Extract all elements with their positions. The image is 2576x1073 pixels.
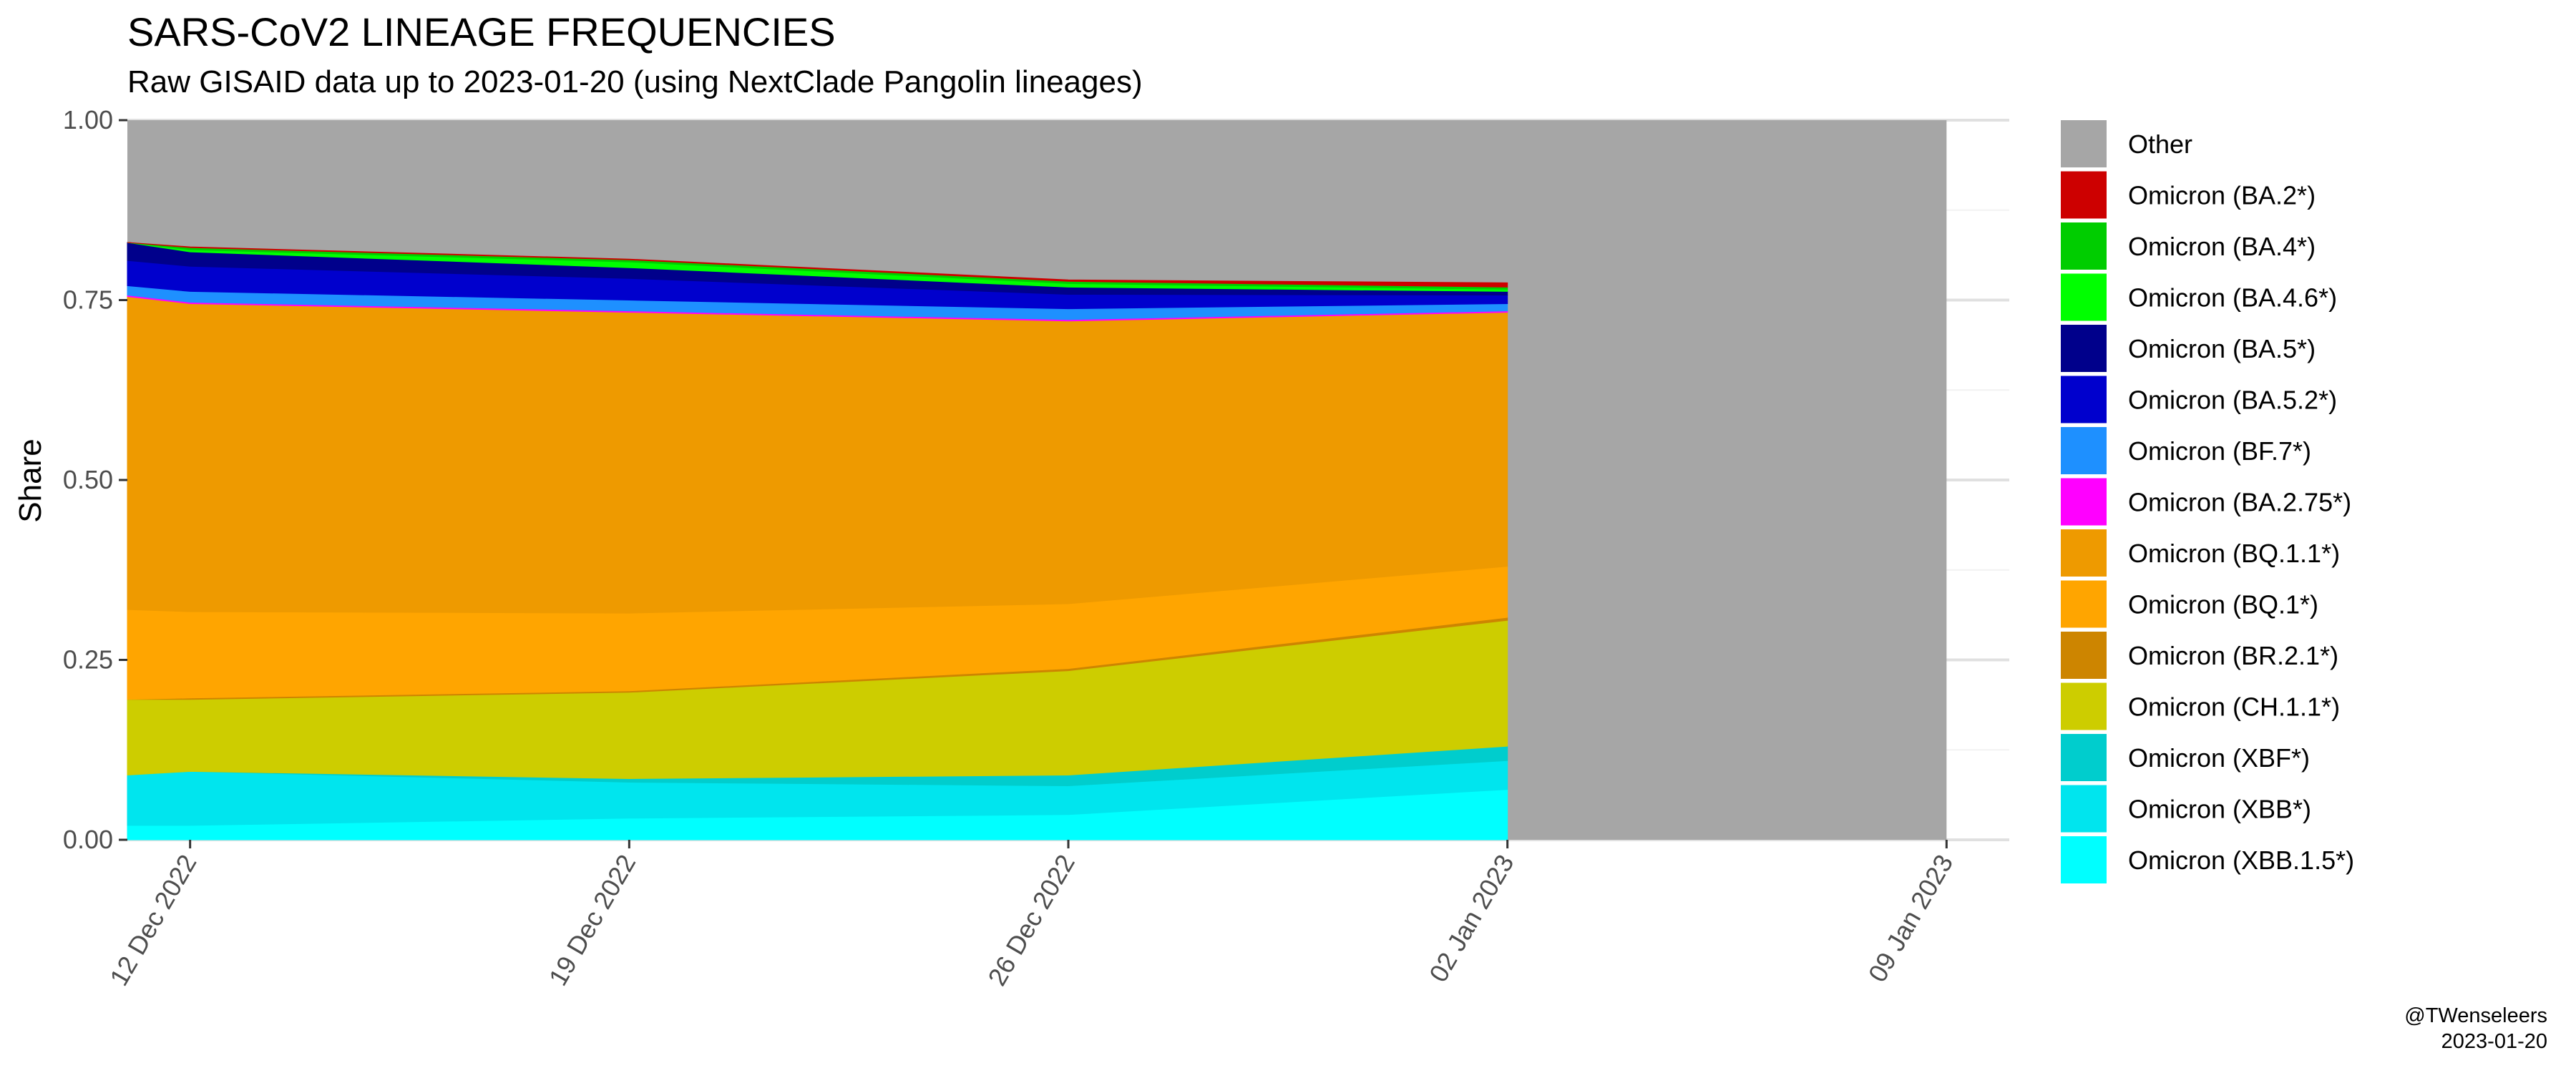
legend-key-omicron-ba-5-2 <box>2061 376 2107 423</box>
legend-label-omicron-ch-1-1: Omicron (CH.1.1*) <box>2128 692 2340 722</box>
legend-key-omicron-ba-4-6 <box>2061 273 2107 321</box>
legend-key-omicron-bf-7 <box>2061 427 2107 474</box>
y-tick-label: 0.00 <box>63 825 113 854</box>
x-axis: 12 Dec 2022 19 Dec 2022 26 Dec 2022 02 Jan … <box>104 840 1958 991</box>
x-tick-label: 02 Jan 2023 <box>1423 850 1520 987</box>
legend-key-omicron-xbb <box>2061 785 2107 833</box>
legend-label-omicron-ba-5-2: Omicron (BA.5.2*) <box>2128 386 2337 415</box>
y-tick-label: 0.50 <box>63 465 113 494</box>
y-tick-label: 0.75 <box>63 285 113 315</box>
legend-key-omicron-bq-1-1 <box>2061 529 2107 577</box>
legend-key-omicron-br-2-1 <box>2061 632 2107 679</box>
legend-key-other <box>2061 120 2107 167</box>
stacked-areas <box>127 120 1947 841</box>
x-tick-label: 09 Jan 2023 <box>1863 850 1959 987</box>
area-omicron-bq-1-1 <box>127 295 1508 614</box>
legend-label-omicron-xbb-1-5: Omicron (XBB.1.5*) <box>2128 846 2354 875</box>
caption-date: 2023-01-20 <box>2441 1030 2547 1053</box>
legend-label-omicron-bf-7: Omicron (BF.7*) <box>2128 436 2311 466</box>
legend-label-omicron-xbf: Omicron (XBF*) <box>2128 743 2310 773</box>
legend-key-omicron-ch-1-1 <box>2061 682 2107 730</box>
chart-title: SARS-CoV2 LINEAGE FREQUENCIES <box>127 9 836 54</box>
legend-key-omicron-xbf <box>2061 734 2107 781</box>
legend-key-omicron-ba-2 <box>2061 171 2107 219</box>
caption: @TWenseleers 2023-01-20 <box>2404 1003 2547 1054</box>
legend-key-omicron-xbb-1-5 <box>2061 836 2107 883</box>
legend-label-omicron-br-2-1: Omicron (BR.2.1*) <box>2128 641 2338 670</box>
y-tick-label: 0.25 <box>63 645 113 675</box>
y-tick-label: 1.00 <box>63 105 113 134</box>
caption-author: @TWenseleers <box>2404 1004 2547 1027</box>
y-axis-title: Share <box>13 438 48 522</box>
legend: Other Omicron (BA.2*) Omicron (BA.4*) Omicr… <box>2061 120 2354 883</box>
chart-subtitle: Raw GISAID data up to 2023-01-20 (using … <box>127 64 1143 99</box>
legend-label-omicron-ba-2-75: Omicron (BA.2.75*) <box>2128 488 2351 517</box>
legend-key-omicron-ba-2-75 <box>2061 478 2107 526</box>
legend-label-omicron-ba-5: Omicron (BA.5*) <box>2128 334 2316 363</box>
area-omicron-ba-2 <box>127 242 1508 288</box>
y-axis: 0.00 0.25 0.50 0.75 1.00 <box>63 105 127 854</box>
legend-label-omicron-bq-1: Omicron (BQ.1*) <box>2128 590 2318 619</box>
x-tick-label: 19 Dec 2022 <box>543 850 642 991</box>
legend-label-other: Other <box>2128 129 2192 159</box>
x-tick-label: 26 Dec 2022 <box>982 850 1080 991</box>
legend-label-omicron-bq-1-1: Omicron (BQ.1.1*) <box>2128 539 2340 568</box>
legend-key-omicron-bq-1 <box>2061 580 2107 628</box>
legend-key-omicron-ba-5 <box>2061 325 2107 372</box>
x-tick-label: 12 Dec 2022 <box>104 850 203 991</box>
legend-label-omicron-ba-4: Omicron (BA.4*) <box>2128 232 2316 261</box>
legend-label-omicron-ba-2: Omicron (BA.2*) <box>2128 181 2316 210</box>
legend-key-omicron-ba-4 <box>2061 222 2107 270</box>
legend-label-omicron-xbb: Omicron (XBB*) <box>2128 795 2311 824</box>
legend-label-omicron-ba-4-6: Omicron (BA.4.6*) <box>2128 283 2337 313</box>
